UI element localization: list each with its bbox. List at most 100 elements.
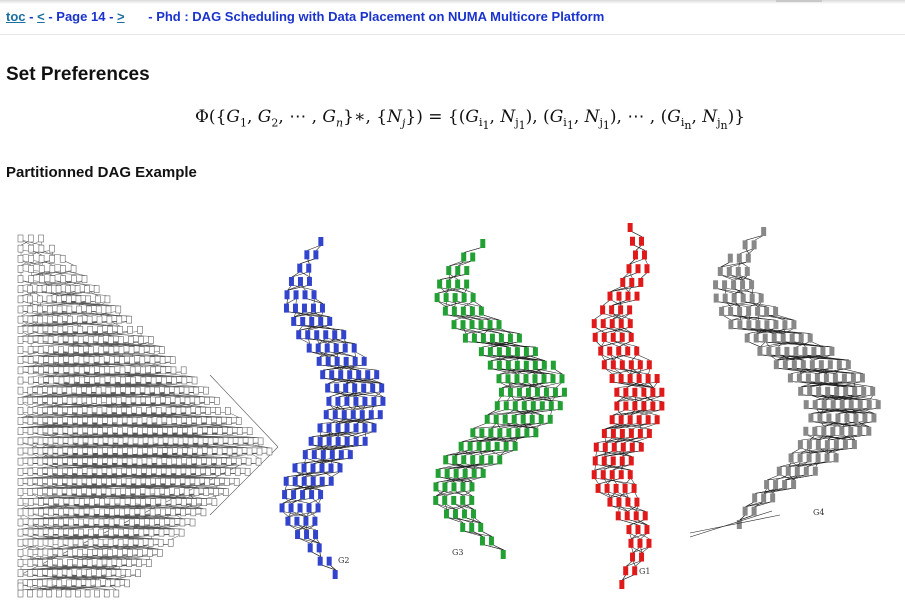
dag-node [825, 386, 831, 396]
dag-node [27, 579, 33, 588]
dag-node [470, 428, 476, 438]
dag-node [487, 347, 493, 357]
prev-page-link[interactable]: < [37, 9, 45, 24]
dag-node [150, 498, 156, 507]
dag-node [56, 579, 63, 588]
dag-node [742, 240, 748, 250]
dag-node [634, 346, 640, 356]
dag-node [49, 254, 55, 263]
dag-node [802, 346, 808, 356]
dag-node [309, 316, 315, 326]
dag-node [175, 407, 182, 415]
dag-node [106, 467, 113, 476]
dag-node [193, 386, 200, 395]
dag-node [37, 336, 44, 344]
dag-node [494, 401, 500, 411]
dag-node [442, 495, 448, 505]
dag-node [65, 589, 72, 598]
dag-node [77, 427, 84, 436]
dag-node [625, 291, 631, 301]
dag-node [853, 413, 859, 423]
next-page-link[interactable]: > [117, 9, 125, 24]
dag-node [353, 423, 359, 433]
dag-node [600, 319, 606, 329]
dag-node [177, 447, 183, 456]
dag-node [362, 423, 368, 433]
dag-node [17, 346, 24, 354]
dag-node [47, 305, 53, 314]
dag-node [161, 376, 167, 385]
dag-node [180, 508, 186, 517]
dag-node [187, 437, 194, 446]
dag-node [67, 417, 73, 425]
dag-node [27, 407, 34, 415]
dag-node [27, 295, 33, 304]
dag-node [283, 476, 289, 486]
dag-node [27, 234, 34, 243]
dag-node [285, 516, 291, 526]
dag-node [619, 428, 625, 438]
dag-node [56, 589, 62, 598]
dag-node [207, 427, 213, 436]
dag-node [97, 538, 104, 547]
dag-node [157, 427, 163, 436]
dag-node [306, 263, 312, 273]
dag-node [38, 234, 44, 243]
dag-node [48, 518, 54, 527]
dag-node [67, 407, 73, 415]
dag-node [216, 457, 222, 466]
dag-node [168, 528, 175, 537]
dag-node [619, 360, 625, 370]
formula-lhs: Φ({G1, G2, ⋯ , Gn}∗, {Nj}) [195, 107, 423, 130]
dag-node [848, 426, 854, 436]
dag-node [28, 265, 34, 273]
dag-node [460, 522, 466, 532]
dag-node [27, 427, 34, 436]
dag-node [507, 333, 513, 343]
dag-node [27, 528, 34, 537]
dag-node [532, 360, 538, 370]
dag-node [196, 417, 202, 425]
dag-node [201, 498, 207, 507]
dag-node [17, 265, 24, 273]
dag-node [109, 498, 116, 507]
dag-node [78, 528, 84, 537]
dag-node [452, 293, 458, 303]
dag-node [365, 370, 371, 380]
dag-node [371, 396, 377, 406]
dag-node [85, 295, 91, 304]
dag-node [117, 538, 124, 547]
dag-node [49, 275, 56, 283]
dag-node [71, 275, 77, 283]
dag-node [626, 264, 632, 274]
dag-node [67, 336, 74, 344]
dag-node [839, 400, 845, 410]
dag-node [37, 478, 43, 486]
dag-node [97, 417, 103, 425]
dag-figure-svg: G2 G3 G1 G4 [17, 223, 881, 598]
dag-node [76, 478, 83, 486]
dag-node [548, 401, 554, 411]
dag-node [650, 401, 656, 411]
dag-node [57, 467, 63, 476]
dag-node [106, 559, 113, 567]
dag-node [170, 508, 176, 517]
dag-node [850, 373, 856, 383]
dag-node [214, 396, 220, 405]
dag-node [341, 330, 347, 340]
dag-node [17, 538, 24, 547]
dag-node [97, 325, 103, 334]
dag-node [17, 305, 24, 314]
dag-node [547, 414, 553, 424]
dag-node [719, 306, 725, 316]
dag-node [523, 360, 529, 370]
toc-link[interactable]: toc [6, 9, 26, 24]
dag-node [800, 360, 806, 370]
dag-node [735, 266, 741, 276]
dag-node [257, 437, 264, 446]
dag-node [145, 478, 152, 486]
dag-node [297, 276, 303, 286]
dag-node [857, 426, 863, 436]
dag-node [489, 333, 495, 343]
dag-node [148, 528, 155, 537]
